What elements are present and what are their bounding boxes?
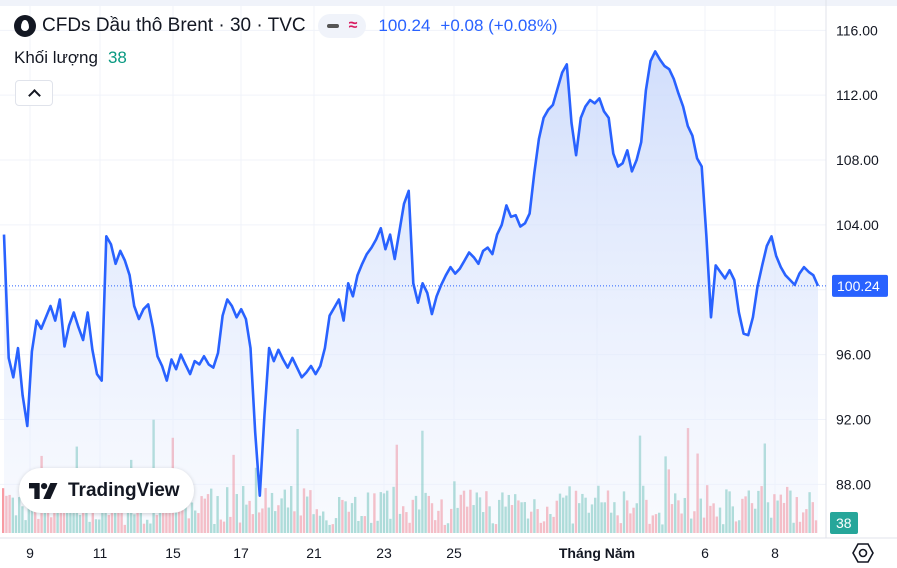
tradingview-logo[interactable]: TradingView — [19, 468, 194, 513]
chart-settings-button[interactable] — [850, 541, 876, 565]
x-tick-label: 15 — [165, 545, 181, 561]
x-tick-label: Tháng Năm — [559, 545, 635, 561]
tradingview-logo-text: TradingView — [68, 479, 180, 501]
chevron-up-icon — [27, 89, 41, 102]
oil-drop-icon — [14, 15, 36, 37]
minus-icon[interactable] — [326, 24, 339, 28]
legend-toggle-pill[interactable]: ≈ — [317, 14, 367, 38]
collapse-legend-button[interactable] — [15, 80, 53, 106]
x-tick-label: 21 — [306, 545, 322, 561]
last-volume-label-background — [830, 512, 858, 534]
y-tick-label: 116.00 — [836, 22, 878, 38]
chart-legend: CFDs Dầu thô Brent · 30 · TVC ≈ 100.24 +… — [14, 14, 558, 38]
volume-value: 38 — [107, 48, 127, 67]
symbol-title[interactable]: CFDs Dầu thô Brent · 30 · TVC — [42, 15, 306, 36]
x-tick-label: 8 — [771, 545, 779, 561]
x-tick-label: 6 — [701, 545, 709, 561]
y-tick-label: 108.00 — [836, 152, 879, 168]
x-tick-label: 25 — [446, 545, 462, 561]
last-price-label-background — [832, 274, 888, 297]
x-tick-label: 17 — [233, 545, 249, 561]
last-volume-label-text: 38 — [836, 515, 852, 531]
y-tick-label: 104.00 — [836, 217, 879, 233]
last-volume-label: 38 — [830, 512, 858, 534]
y-tick-label: 92.00 — [836, 411, 871, 427]
volume-label: Khối lượng — [14, 48, 98, 67]
time-axis[interactable]: 9 11 15 17 21 23 25 Tháng Năm 6 8 — [26, 545, 779, 561]
approx-icon[interactable]: ≈ — [348, 17, 358, 34]
legend-price: 100.24 — [378, 16, 431, 35]
tradingview-logo-icon — [29, 482, 58, 499]
price-line[interactable] — [2, 50, 820, 497]
last-price-label-text: 100.24 — [837, 278, 880, 294]
y-tick-label: 96.00 — [836, 347, 871, 363]
x-tick-label: 9 — [26, 545, 34, 561]
last-price-label: 100.24 — [832, 274, 888, 297]
x-tick-label: 23 — [376, 545, 392, 561]
volume-bar — [2, 488, 5, 533]
y-tick-label: 88.00 — [836, 476, 871, 492]
settings-icon — [852, 543, 874, 563]
y-tick-label: 112.00 — [836, 87, 878, 103]
price-area — [4, 51, 818, 534]
x-tick-label: 11 — [93, 545, 108, 561]
price-axis[interactable]: 116.00112.00108.00104.00100.0096.0092.00… — [836, 22, 879, 492]
legend-change: +0.08 (+0.08%) — [440, 16, 558, 35]
top-border — [0, 0, 897, 6]
volume-legend: Khối lượng 38 — [14, 48, 127, 68]
